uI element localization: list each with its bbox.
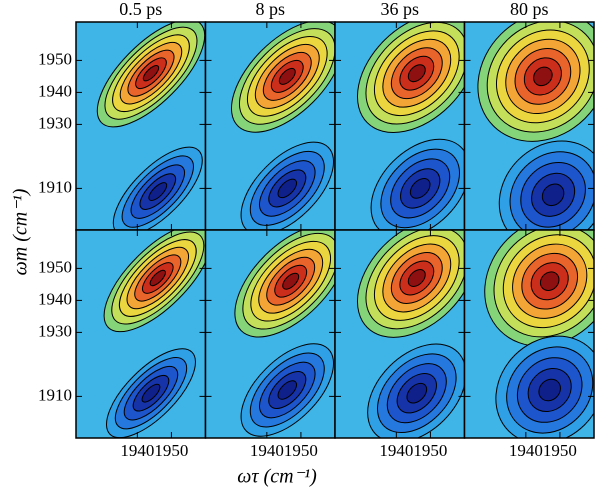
y-tick-label: 1930 [38,113,72,132]
y-tick-label: 1940 [38,289,72,308]
panel [205,230,335,438]
negative-peak-contour [277,380,298,400]
x-tick-label: 1950 [284,441,318,460]
column-title: 36 ps [380,0,419,19]
positive-peak-contour [282,272,300,290]
positive-peak-contour [539,271,560,291]
x-tick-label: 1950 [543,441,577,460]
positive-peak-contour [533,66,553,87]
positive-peak-contour [149,269,166,287]
negative-peak-contour [406,382,428,404]
panel [335,22,465,230]
panel [464,22,594,230]
panel [335,230,465,438]
panel [464,230,594,438]
x-tick-label: 1940 [250,441,284,460]
y-tick-label: 1910 [38,177,72,196]
y-axis-label: ωm (cm⁻¹) [10,188,32,275]
y-tick-label: 1930 [38,321,72,340]
x-tick-label: 1950 [154,441,188,460]
x-tick-label: 1940 [509,441,543,460]
positive-peak-contour [407,269,426,287]
panel [205,22,335,230]
column-title: 0.5 ps [119,0,162,19]
panel [76,230,206,438]
column-title: 8 ps [255,0,285,19]
x-tick-label: 1950 [413,441,447,460]
negative-peak-contour [409,178,431,199]
y-tick-label: 1950 [38,49,72,68]
panel-border [463,229,595,439]
negative-peak-contour [148,182,168,201]
positive-peak-contour [142,65,160,82]
panel [76,22,206,230]
negative-peak-contour [538,378,561,402]
x-axis-label: ωτ (cm⁻¹) [237,466,317,488]
negative-peak-contour [141,383,161,403]
y-tick-label: 1940 [38,81,72,100]
positive-peak-contour [278,67,296,85]
x-tick-label: 1940 [120,441,154,460]
negative-peak-contour [541,183,565,207]
y-tick-label: 1910 [38,385,72,404]
positive-peak-contour [407,64,426,83]
y-tick-label: 1950 [38,257,72,276]
negative-peak-contour [277,178,298,199]
x-tick-label: 1940 [379,441,413,460]
column-title: 80 ps [510,0,549,19]
